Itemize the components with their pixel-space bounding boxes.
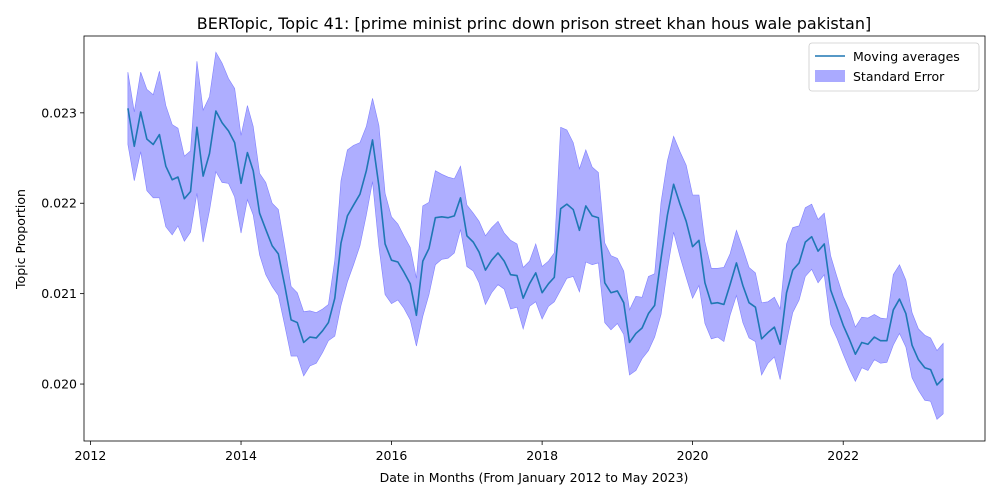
legend-band-swatch [815, 70, 845, 82]
y-tick-label: 0.020 [41, 377, 77, 392]
x-tick-label: 2018 [526, 448, 558, 463]
y-tick-label: 0.022 [41, 196, 77, 211]
x-tick-label: 2012 [74, 448, 106, 463]
moving-average-line [127, 108, 944, 386]
plot-area [83, 35, 986, 442]
y-tick-label: 0.023 [41, 105, 77, 120]
chart-title: BERTopic, Topic 41: [prime minist princ … [197, 14, 871, 33]
legend-box [808, 42, 980, 92]
x-axis-label: Date in Months (From January 2012 to May… [380, 470, 689, 485]
x-tick-label: 2016 [376, 448, 408, 463]
standard-error-band [127, 51, 944, 420]
y-axis: 0.020 0.021 0.022 0.023 [41, 105, 84, 392]
plot-frame [83, 35, 986, 442]
y-axis-label: Topic Proportion [13, 189, 28, 290]
legend-label-standard-error: Standard Error [853, 69, 945, 84]
x-tick-label: 2020 [677, 448, 709, 463]
legend: Moving averages Standard Error [808, 42, 980, 92]
x-tick-label: 2022 [827, 448, 859, 463]
x-axis: 2012 2014 2016 2018 2020 2022 [74, 441, 859, 463]
legend-label-moving-averages: Moving averages [853, 49, 960, 64]
x-tick-label: 2014 [225, 448, 257, 463]
y-tick-label: 0.021 [41, 286, 77, 301]
